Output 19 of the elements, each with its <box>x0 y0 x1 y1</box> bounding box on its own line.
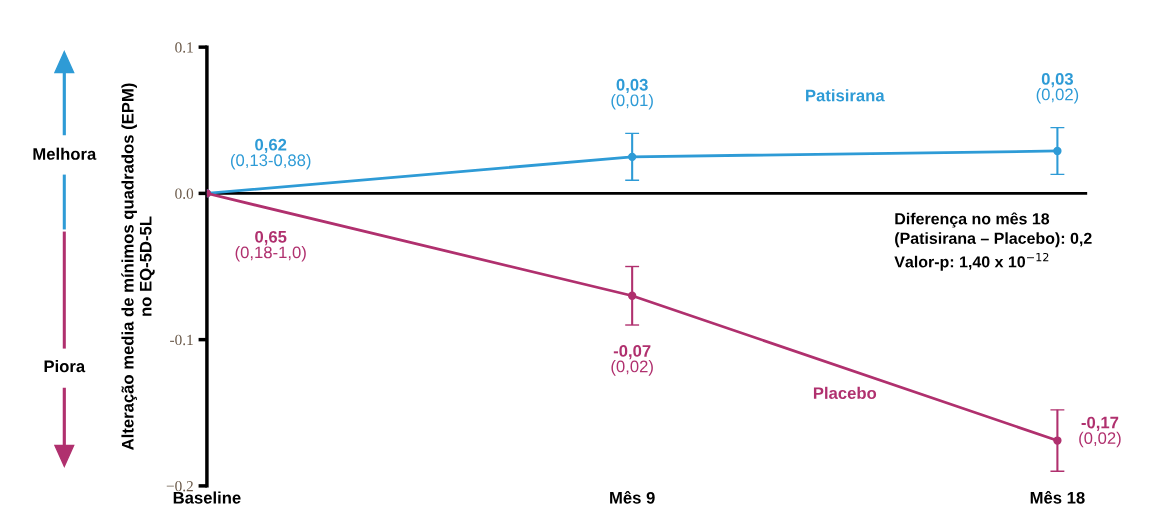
x-tick-label: Mês 18 <box>1030 491 1085 504</box>
data-label: 0,03 (0,01) <box>611 78 653 110</box>
x-tick-label: Mês 9 <box>610 491 655 504</box>
text: Melhora <box>33 147 97 160</box>
x-tick-label: Baseline <box>173 491 241 504</box>
y-tick-label: 0.0 <box>175 188 194 199</box>
annotation: Diferença no mês 18 (Patisirana – Placebo): 0,2 Valor-p: 1,40 x 10$^{−12}$ <box>894 212 1092 271</box>
y-axis-title: Alteração media de mínimos quadrados (EPM) no EQ-5D-5L <box>121 83 155 450</box>
series-label: Placebo <box>813 386 877 400</box>
y-tick-label: −0.2 <box>166 481 193 492</box>
data-label: -0,17 (0,02) <box>1079 416 1121 448</box>
annotation: 0,62 (0,13-0,88) <box>230 138 311 170</box>
data-label: 0,03 (0,02) <box>1036 72 1079 104</box>
y-tick-label: 0.1 <box>175 42 193 53</box>
annotation: 0,65 (0,18-1,0) <box>235 230 306 262</box>
y-tick-label: -0.1 <box>170 334 193 346</box>
text: Piora <box>44 360 86 373</box>
data-label: -0,07 (0,02) <box>611 345 653 376</box>
text: Patisirana <box>806 89 885 102</box>
